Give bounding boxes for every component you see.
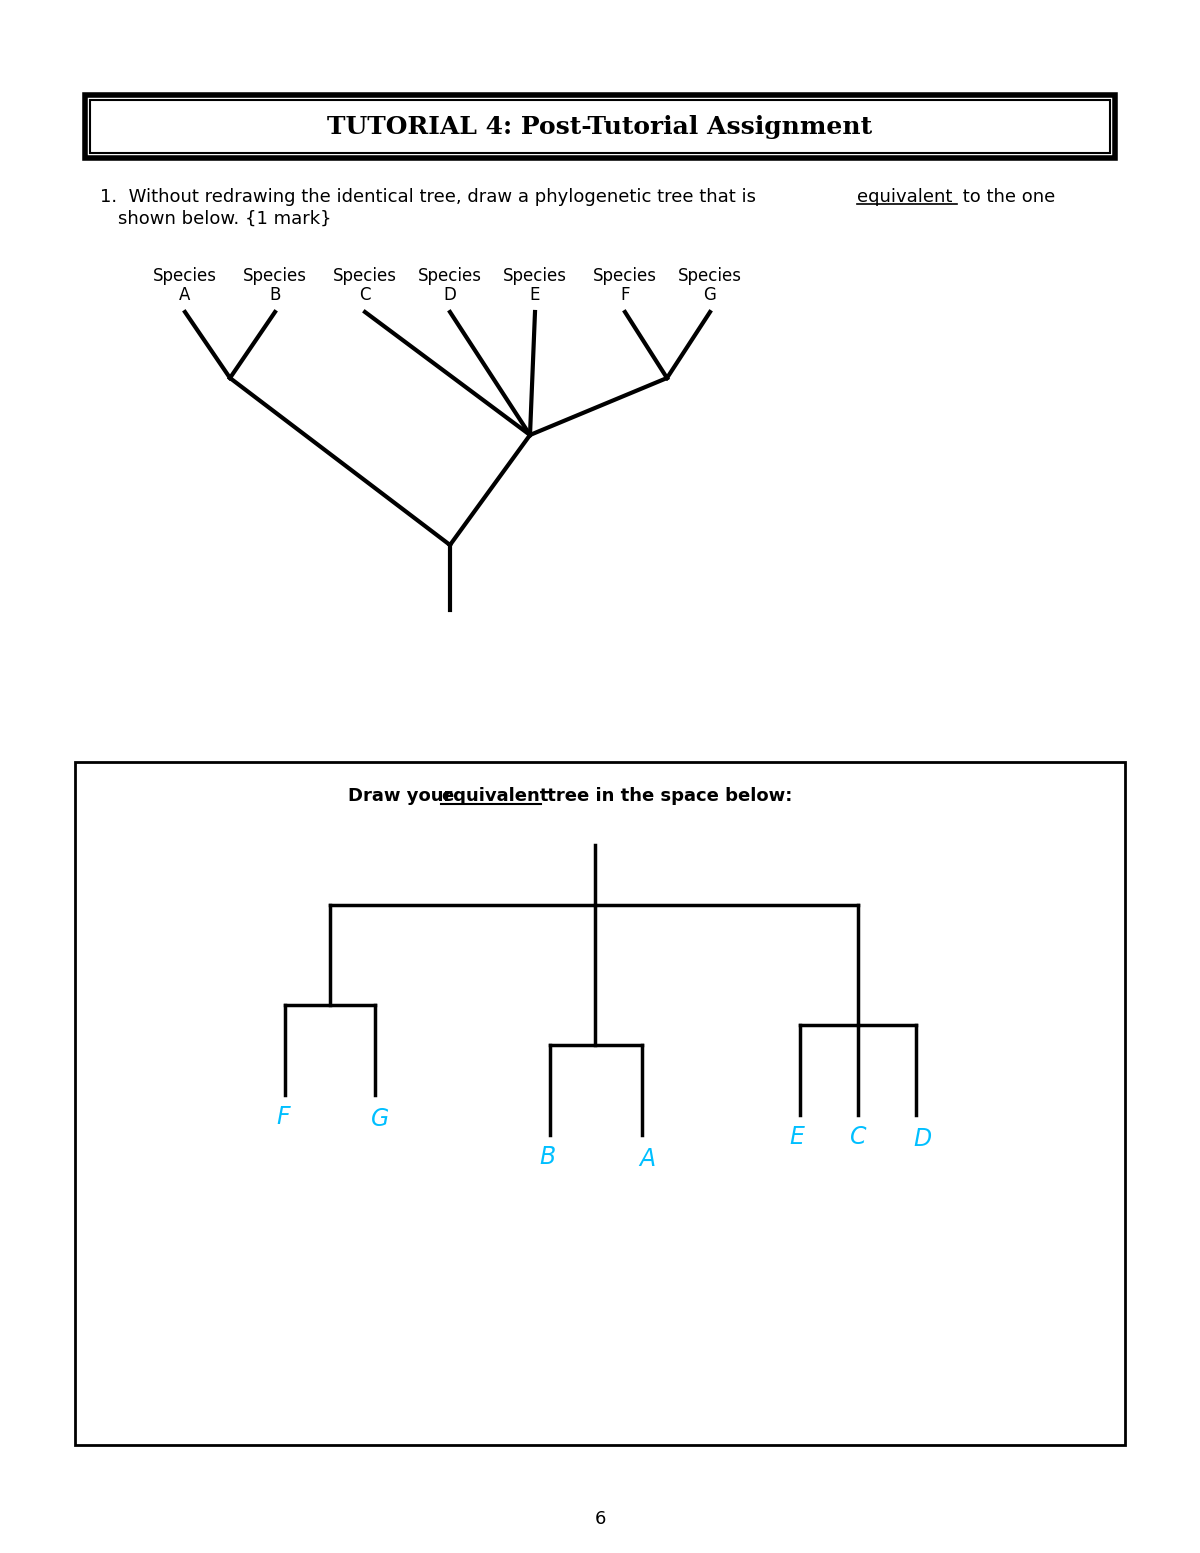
Text: B: B [539,1145,556,1169]
Text: Species: Species [334,267,397,286]
Text: 6: 6 [594,1510,606,1528]
Text: to the one: to the one [958,188,1055,207]
Text: Species: Species [418,267,482,286]
Text: A: A [638,1148,655,1171]
Bar [74,763,1126,1444]
Text: equivalent: equivalent [442,787,548,804]
Text: E: E [790,1124,804,1149]
Text: F: F [276,1106,290,1129]
Text: tree in the space below:: tree in the space below: [541,787,792,804]
Text: Species: Species [503,267,568,286]
Text: equivalent: equivalent [857,188,953,207]
Text: G: G [371,1107,389,1131]
Text: D: D [913,1127,931,1151]
Text: B: B [269,286,281,304]
Text: Species: Species [242,267,307,286]
Text: D: D [444,286,456,304]
Text: F: F [620,286,630,304]
Text: E: E [530,286,540,304]
Text: Draw your: Draw your [348,787,458,804]
Text: shown below. {1 mark}: shown below. {1 mark} [118,210,331,228]
Bar [90,99,1110,154]
Text: Species: Species [154,267,217,286]
Text: A: A [179,286,191,304]
Text: C: C [359,286,371,304]
Text: 1.  Without redrawing the identical tree, draw a phylogenetic tree that is: 1. Without redrawing the identical tree,… [100,188,762,207]
Text: Species: Species [678,267,742,286]
Bar [85,95,1115,158]
Text: C: C [850,1124,866,1149]
Text: TUTORIAL 4: Post-Tutorial Assignment: TUTORIAL 4: Post-Tutorial Assignment [328,115,872,140]
Text: G: G [703,286,716,304]
Text: Species: Species [593,267,658,286]
